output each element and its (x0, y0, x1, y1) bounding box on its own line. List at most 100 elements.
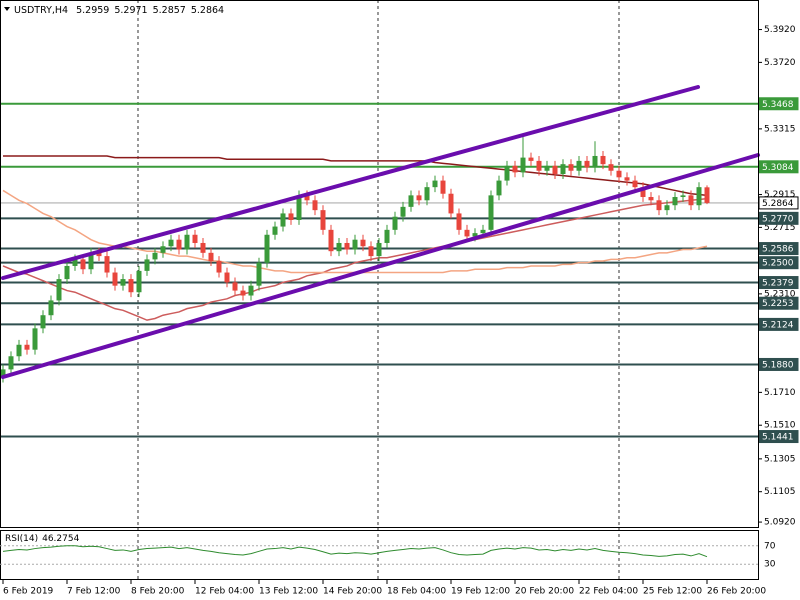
trend-line-upper (1, 85, 700, 280)
candle-body (200, 242, 206, 253)
y-tick-label: 5.2915 (764, 190, 796, 200)
candle-body (176, 239, 182, 250)
candle-body (216, 261, 222, 273)
y-tick-label: 5.3315 (764, 124, 796, 134)
candle-body (352, 239, 358, 250)
candle-body (536, 160, 542, 171)
level-label: 5.1880 (762, 360, 794, 370)
price-axis: 5.3920 5.3720 5.3315 5.2915 5.2715 5.2310 5.17… (758, 25, 796, 528)
rsi-line (2, 545, 708, 558)
moving-average (2, 197, 708, 321)
time-axis: 6 Feb 2019 7 Feb 12:00 8 Feb 20:00 12 Feb 0… (2, 580, 766, 597)
y-tick-label: 5.2715 (764, 223, 796, 233)
header-text: USDTRY,H4 5.2959 5.2971 5.2857 5.2864 (14, 5, 224, 16)
candle-body (248, 285, 254, 296)
menu-triangle (4, 7, 10, 11)
frames (0, 0, 759, 580)
candle-body (408, 195, 414, 207)
candle-body (376, 242, 382, 257)
candle-body (680, 195, 686, 198)
rsi-value: 46.2754 (42, 534, 79, 544)
x-tick-label: 26 Feb 20:00 (707, 587, 766, 597)
rsi-tick-label: 70 (764, 541, 776, 551)
low-value: 5.2857 (153, 5, 186, 16)
candle-body (120, 279, 126, 286)
candle-body (288, 213, 294, 220)
rsi-title: RSI(14) 46.2754 (5, 534, 80, 544)
candle-body (104, 256, 110, 273)
candle-body (112, 272, 118, 286)
candle-body (696, 187, 702, 206)
moving-average (3, 155, 708, 197)
candle-body (576, 160, 582, 171)
candle-body (384, 229, 390, 243)
candles (0, 136, 710, 383)
x-tick-label: 12 Feb 04:00 (195, 587, 254, 597)
level-label: 5.2253 (762, 299, 794, 309)
candle-body (656, 200, 662, 211)
candle-body (128, 279, 134, 293)
high-value: 5.2971 (114, 5, 147, 16)
candle-body (440, 180, 446, 194)
candle-body (360, 239, 366, 247)
trend-line-lower (1, 153, 760, 379)
x-tick-label: 8 Feb 20:00 (131, 587, 185, 597)
candle-body (608, 164, 614, 171)
candle-body (704, 187, 710, 203)
y-tick-label: 5.2310 (764, 289, 796, 299)
rsi-frame (0, 530, 759, 580)
candle-body (208, 252, 214, 262)
candle-body (344, 242, 350, 250)
candle-body (224, 272, 230, 283)
candle-body (504, 165, 510, 181)
level-label: 5.2500 (762, 259, 794, 269)
level-label: 5.3084 (762, 163, 794, 173)
candle-body (448, 193, 454, 214)
candle-body (96, 252, 102, 257)
main-frame (0, 0, 759, 528)
level-labels: 5.3468 5.3084 5.2770 5.2586 5.2500 5.2379 5.22… (758, 97, 799, 444)
candle-body (464, 229, 470, 237)
candle-body (512, 165, 518, 173)
candle-body (144, 259, 150, 271)
level-label: 5.2379 (762, 279, 794, 289)
candle-body (72, 259, 78, 266)
candle-body (456, 213, 462, 230)
candle-body (40, 315, 46, 329)
y-tick-label: 5.3920 (764, 25, 796, 35)
candle-body (152, 252, 158, 260)
x-tick-label: 13 Feb 12:00 (259, 587, 318, 597)
x-tick-label: 25 Feb 12:00 (643, 587, 702, 597)
x-tick-label: 14 Feb 20:00 (323, 587, 382, 597)
rsi-tick-label: 30 (764, 560, 776, 570)
candle-body (528, 157, 534, 161)
header: USDTRY,H4 5.2959 5.2971 5.2857 5.2864 (4, 5, 224, 16)
candle-body (368, 246, 374, 257)
y-tick-label: 5.1510 (764, 421, 796, 431)
x-tick-label: 22 Feb 04:00 (579, 587, 638, 597)
candle-body (8, 356, 14, 370)
level-label: 5.1441 (762, 433, 794, 443)
level-label: 5.2770 (762, 214, 794, 224)
candle-body (416, 195, 422, 201)
candle-body (80, 259, 86, 270)
candle-body (432, 180, 438, 188)
candle-body (584, 160, 590, 168)
x-tick-label: 7 Feb 12:00 (67, 587, 121, 597)
candle-body (240, 290, 246, 296)
candle-body (400, 206, 406, 217)
candle-body (424, 187, 430, 201)
levels (0, 102, 758, 438)
candle-body (336, 242, 342, 252)
current-price-label: 5.2864 (762, 199, 794, 209)
candle-body (16, 344, 22, 357)
candle-body (496, 180, 502, 196)
y-tick-label: 5.1105 (764, 487, 796, 497)
candle-body (192, 234, 198, 243)
rsi-name: RSI(14) (5, 534, 38, 544)
candle-body (632, 180, 638, 188)
y-tick-label: 5.1710 (764, 388, 796, 398)
candle-body (256, 262, 262, 286)
